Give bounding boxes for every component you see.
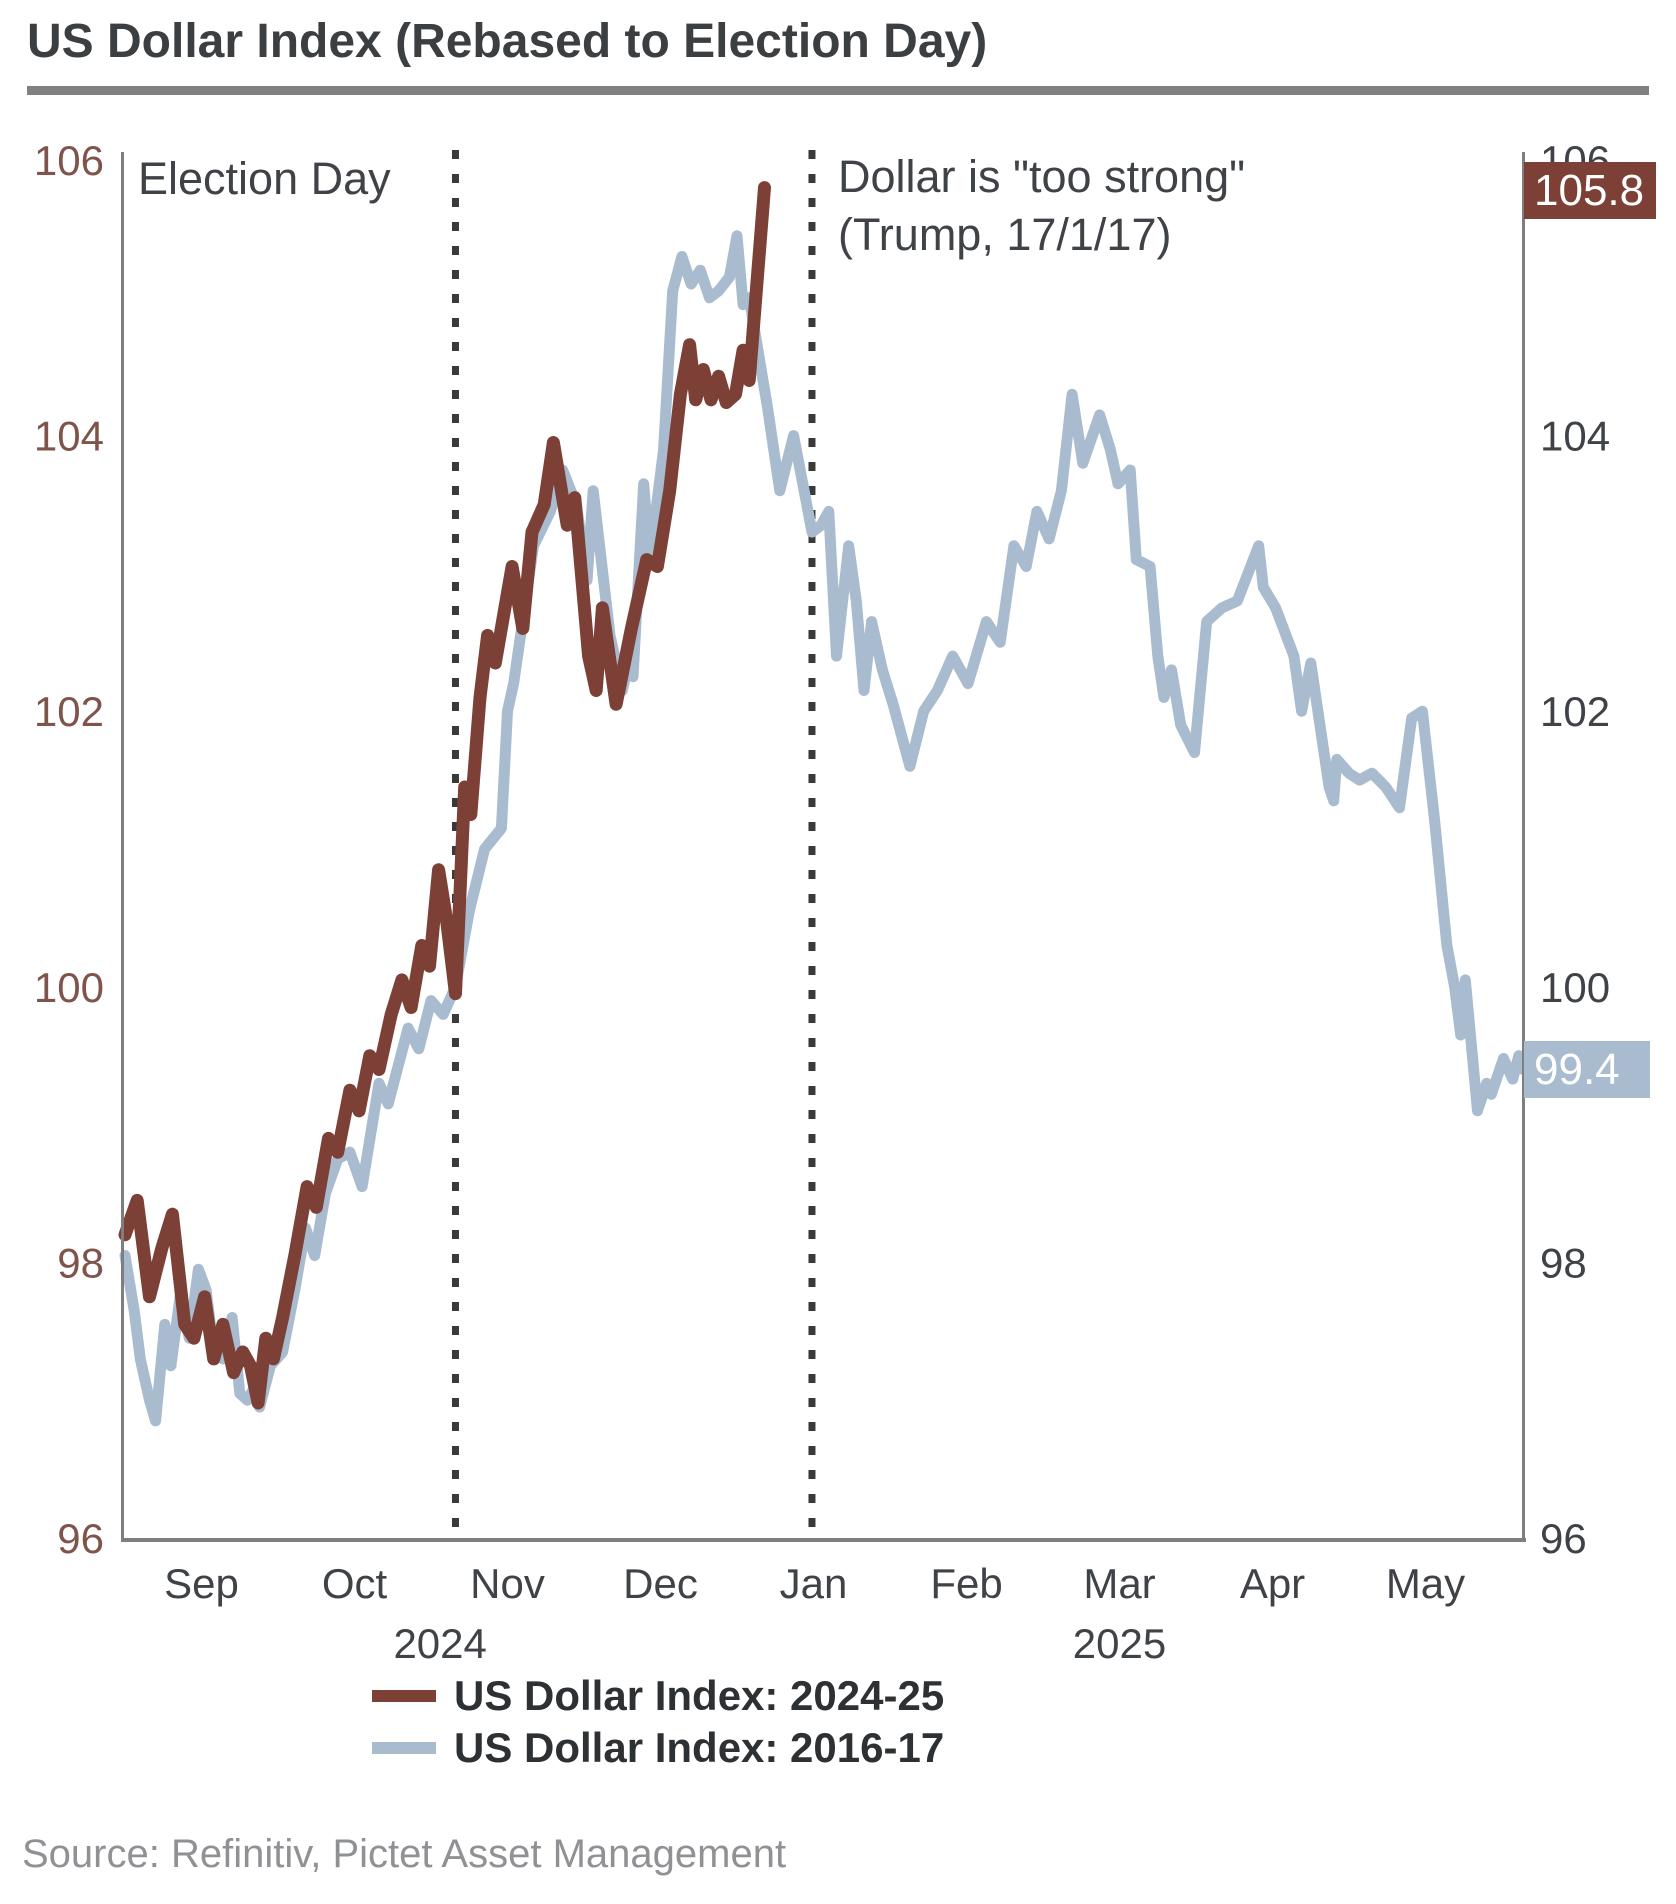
y-tick-right-96: 96	[1540, 1515, 1587, 1562]
x-year-2025: 2025	[1073, 1620, 1166, 1667]
last-value-badge-2016-17: 99.4	[1524, 1041, 1650, 1098]
series-line-2024-25	[118, 181, 771, 1410]
y-tick-left-96: 96	[57, 1515, 104, 1562]
x-tick-Feb: Feb	[930, 1560, 1002, 1607]
legend-swatch-2024-25	[372, 1690, 436, 1702]
y-tick-right-98: 98	[1540, 1239, 1587, 1286]
y-tick-left-104: 104	[34, 413, 104, 460]
x-tick-May: May	[1386, 1560, 1465, 1607]
x-tick-Oct: Oct	[322, 1560, 388, 1607]
y-tick-left-100: 100	[34, 964, 104, 1011]
y-tick-right-102: 102	[1540, 688, 1610, 735]
annotation-dollar-line2: (Trump, 17/1/17)	[838, 209, 1172, 260]
y-tick-left-106: 106	[34, 137, 104, 184]
x-tick-Jan: Jan	[780, 1560, 848, 1607]
x-year-2024: 2024	[393, 1620, 486, 1667]
legend-label-2016-17: US Dollar Index: 2016-17	[454, 1724, 945, 1771]
annotation-dollar-too-strong: Dollar is "too strong" (Trump, 17/1/17)	[838, 148, 1245, 264]
legend-item-2024-25: US Dollar Index: 2024-25	[372, 1670, 944, 1722]
y-tick-left-102: 102	[34, 688, 104, 735]
last-value-badge-2024-25: 105.8	[1524, 162, 1656, 219]
legend-item-2016-17: US Dollar Index: 2016-17	[372, 1722, 944, 1774]
legend-label-2024-25: US Dollar Index: 2024-25	[454, 1672, 945, 1719]
y-tick-right-100: 100	[1540, 964, 1610, 1011]
series-line-2016-17	[119, 230, 1529, 1427]
legend-swatch-2016-17	[372, 1742, 436, 1754]
chart-legend: US Dollar Index: 2024-25 US Dollar Index…	[372, 1670, 944, 1774]
x-tick-Apr: Apr	[1240, 1560, 1305, 1607]
x-tick-Dec: Dec	[623, 1560, 698, 1607]
annotation-dollar-line1: Dollar is "too strong"	[838, 151, 1246, 202]
y-tick-right-104: 104	[1540, 413, 1610, 460]
x-tick-Sep: Sep	[164, 1560, 239, 1607]
y-tick-left-98: 98	[57, 1239, 104, 1286]
title-rule	[27, 86, 1649, 95]
annotation-election-day: Election Day	[138, 153, 391, 204]
x-tick-Nov: Nov	[470, 1560, 545, 1607]
source-note: Source: Refinitiv, Pictet Asset Manageme…	[22, 1832, 787, 1876]
x-tick-Mar: Mar	[1083, 1560, 1155, 1607]
page-title: US Dollar Index (Rebased to Election Day…	[27, 15, 988, 68]
